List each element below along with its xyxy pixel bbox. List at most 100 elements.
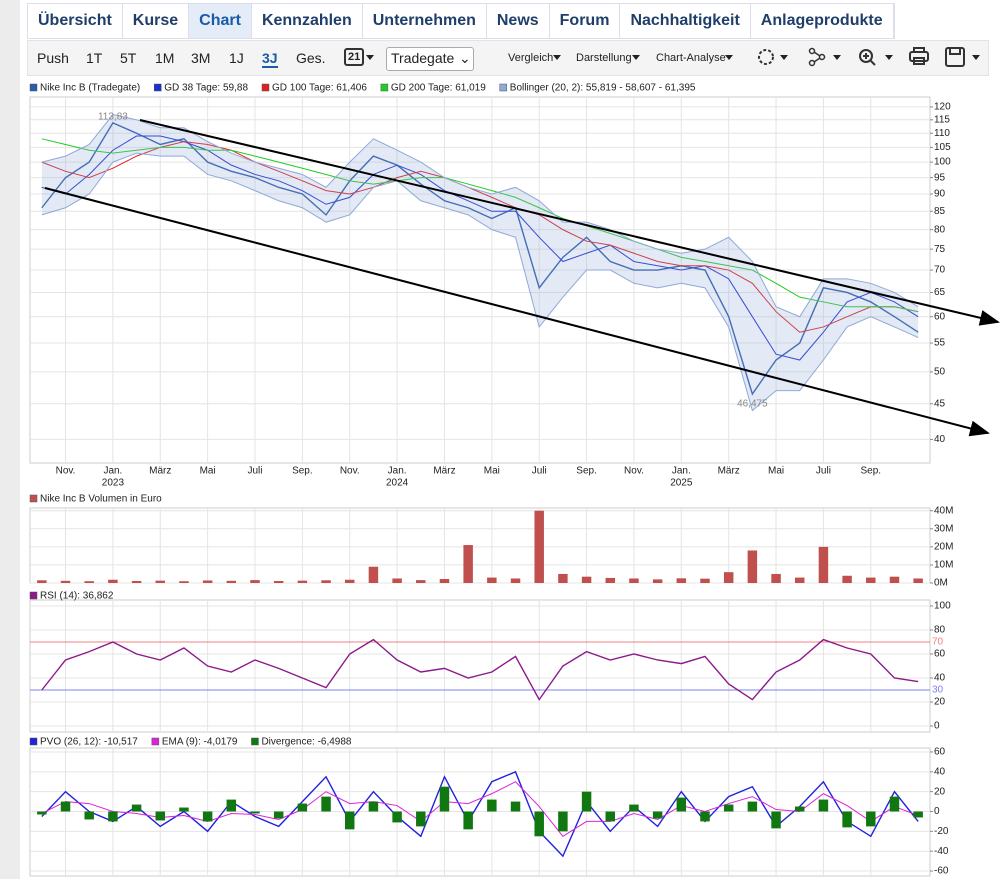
series-line [41, 638, 919, 701]
legend-label: GD 38 Tage: 59,88 [164, 83, 248, 94]
x-year-label: 2023 [102, 478, 125, 489]
y-tick-label: 20 [934, 697, 946, 708]
bar [84, 811, 94, 820]
y-tick-label: 75 [934, 244, 946, 255]
y-tick-label: -60 [934, 866, 949, 877]
x-tick-label: Nov. [56, 466, 76, 477]
x-tick-label: Sep. [292, 466, 313, 477]
y-tick-label: 115 [934, 114, 950, 125]
x-tick-label: Jan. [388, 466, 407, 477]
bar [652, 579, 663, 583]
bar [297, 803, 308, 812]
bar [747, 801, 758, 812]
bar [510, 578, 521, 583]
indicator-icon[interactable] [808, 47, 826, 67]
legend-label: GD 200 Tage: 61,019 [391, 83, 486, 94]
bar [37, 811, 47, 815]
series-line [41, 152, 919, 412]
bar [795, 806, 805, 812]
calendar-button[interactable]: 21 [344, 48, 365, 66]
tab[interactable]: Übersicht [28, 4, 123, 38]
plot-area [29, 747, 931, 877]
period-button[interactable]: 3M [191, 50, 211, 66]
period-button[interactable]: 1T [86, 50, 103, 66]
y-tick-label: 40 [934, 434, 946, 445]
x-tick-label: März [149, 466, 171, 477]
bollinger-band [41, 114, 919, 411]
y-tick-label: 105 [934, 142, 951, 153]
annotation: 113,83 [98, 112, 128, 123]
legend-label: PVO (26, 12): -10,517 [40, 737, 138, 748]
y-tick-label: 50 [934, 367, 946, 378]
menu[interactable]: Darstellung [576, 52, 632, 64]
period-button[interactable]: 1J [229, 50, 244, 66]
bar [558, 811, 568, 832]
bar [487, 577, 497, 583]
y-tick-label: 80 [934, 625, 946, 636]
bar [368, 801, 379, 812]
period-button[interactable]: 3J [262, 50, 278, 68]
zoom-icon[interactable] [859, 49, 876, 66]
y-tick-label: 65 [934, 287, 946, 298]
tab[interactable]: Nachhaltigkeit [620, 4, 751, 38]
print-icon[interactable] [909, 47, 929, 65]
tab[interactable]: Chart [189, 4, 252, 38]
reference-label: 30 [932, 685, 944, 696]
period-button[interactable]: Ges. [296, 50, 326, 66]
bar [155, 811, 165, 821]
period-button[interactable]: 5T [120, 50, 137, 66]
bar [226, 580, 237, 583]
bar [131, 804, 142, 812]
bar [723, 804, 734, 812]
series-line [41, 114, 919, 318]
x-tick-label: Sep. [576, 466, 597, 477]
x-tick-label: Juli [532, 466, 547, 477]
bar [818, 546, 829, 583]
bar [771, 811, 781, 829]
legend-swatch [499, 83, 508, 92]
bar [652, 811, 663, 819]
tab[interactable]: Kennzahlen [251, 4, 363, 38]
menu[interactable]: Vergleich [508, 52, 554, 64]
x-tick-label: Juli [816, 466, 831, 477]
bar [818, 799, 829, 812]
bar [84, 581, 94, 583]
bar [581, 791, 592, 812]
tab[interactable]: News [486, 4, 550, 38]
y-tick-label: 90 [934, 189, 946, 200]
settings-icon[interactable] [758, 49, 774, 65]
toolbar-icons [366, 47, 980, 67]
y-tick-label: 110 [934, 128, 950, 139]
bar [60, 580, 71, 583]
period-button[interactable]: 1M [155, 50, 175, 66]
bar [700, 811, 710, 822]
y-tick-label: -20 [934, 826, 949, 837]
period-button[interactable]: Push [37, 50, 69, 66]
y-tick-label: 40M [934, 505, 953, 516]
legend-swatch [29, 737, 38, 746]
bar [510, 801, 521, 812]
tab[interactable]: Unternehmen [362, 4, 487, 38]
menu[interactable]: Chart-Analyse [656, 52, 726, 64]
x-tick-label: Sep. [861, 466, 882, 477]
y-tick-label: 0 [934, 721, 940, 732]
y-tick-label: 10M [934, 560, 953, 571]
exchange-select[interactable]: Tradegate ⌄ [386, 47, 474, 71]
bar [889, 576, 900, 583]
bar [345, 811, 355, 830]
bar [487, 799, 497, 812]
bar [676, 797, 687, 812]
bar [913, 578, 923, 583]
series-line [41, 141, 919, 333]
series-line [41, 135, 919, 361]
y-tick-label: 0M [934, 578, 948, 589]
bar [676, 578, 687, 583]
y-tick-label: 55 [934, 338, 946, 349]
save-icon[interactable] [945, 47, 965, 67]
tab[interactable]: Anlageprodukte [750, 4, 894, 38]
reference-label: 70 [932, 637, 944, 648]
tab[interactable]: Forum [549, 4, 621, 38]
y-tick-label: 85 [934, 206, 946, 217]
trend-line [139, 119, 1000, 326]
tab[interactable]: Kurse [122, 4, 190, 38]
